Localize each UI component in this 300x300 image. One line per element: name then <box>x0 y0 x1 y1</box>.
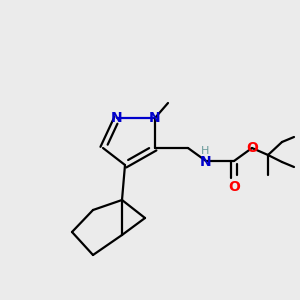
Text: N: N <box>200 155 212 169</box>
Text: N: N <box>111 111 123 125</box>
Text: O: O <box>246 141 258 155</box>
Text: N: N <box>149 111 161 125</box>
Text: O: O <box>228 180 240 194</box>
Text: H: H <box>201 146 209 156</box>
